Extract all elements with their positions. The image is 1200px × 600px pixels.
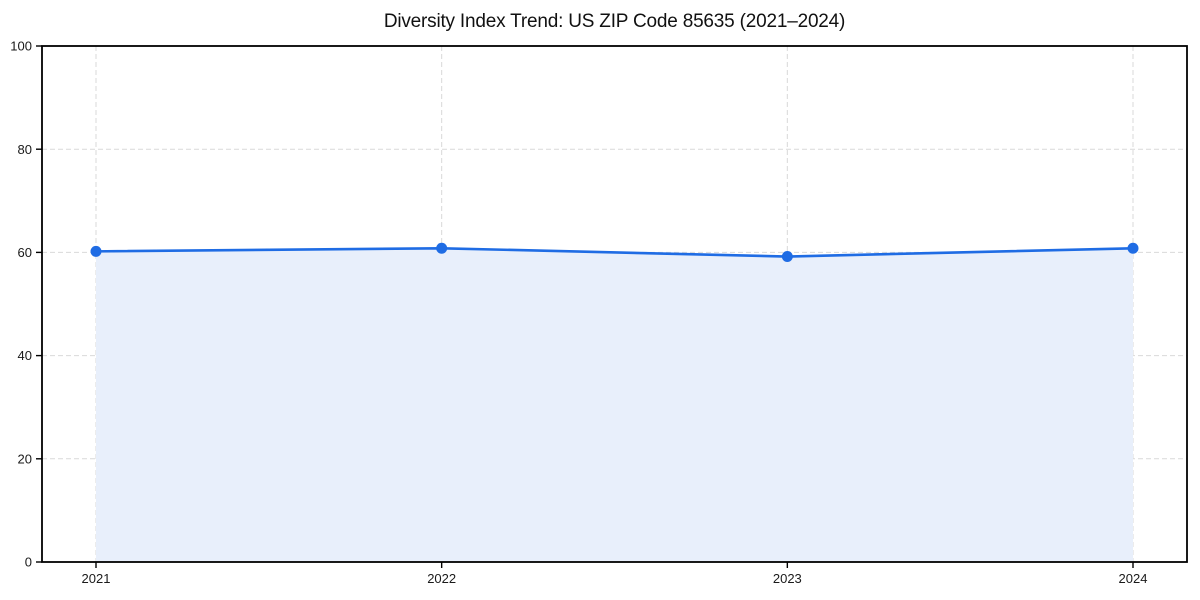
y-tick-label: 60: [18, 245, 32, 260]
data-point-2022: [436, 242, 448, 254]
data-point-2021: [90, 245, 102, 257]
y-tick-label: 80: [18, 142, 32, 157]
x-tick-label: 2022: [427, 571, 456, 586]
y-tick-label: 40: [18, 348, 32, 363]
x-tick-label: 2024: [1119, 571, 1148, 586]
data-point-2024: [1127, 242, 1139, 254]
x-tick-label: 2021: [82, 571, 111, 586]
plot-border: [41, 45, 1188, 563]
area-fill: [96, 248, 1133, 562]
y-tick-label: 20: [18, 451, 32, 466]
y-tick-label: 0: [25, 555, 32, 570]
data-point-2023: [781, 251, 793, 263]
y-tick-label: 100: [10, 39, 32, 54]
chart-title: Diversity Index Trend: US ZIP Code 85635…: [383, 11, 846, 32]
x-tick-label: 2023: [773, 571, 802, 586]
trend-line: [94, 246, 1135, 258]
